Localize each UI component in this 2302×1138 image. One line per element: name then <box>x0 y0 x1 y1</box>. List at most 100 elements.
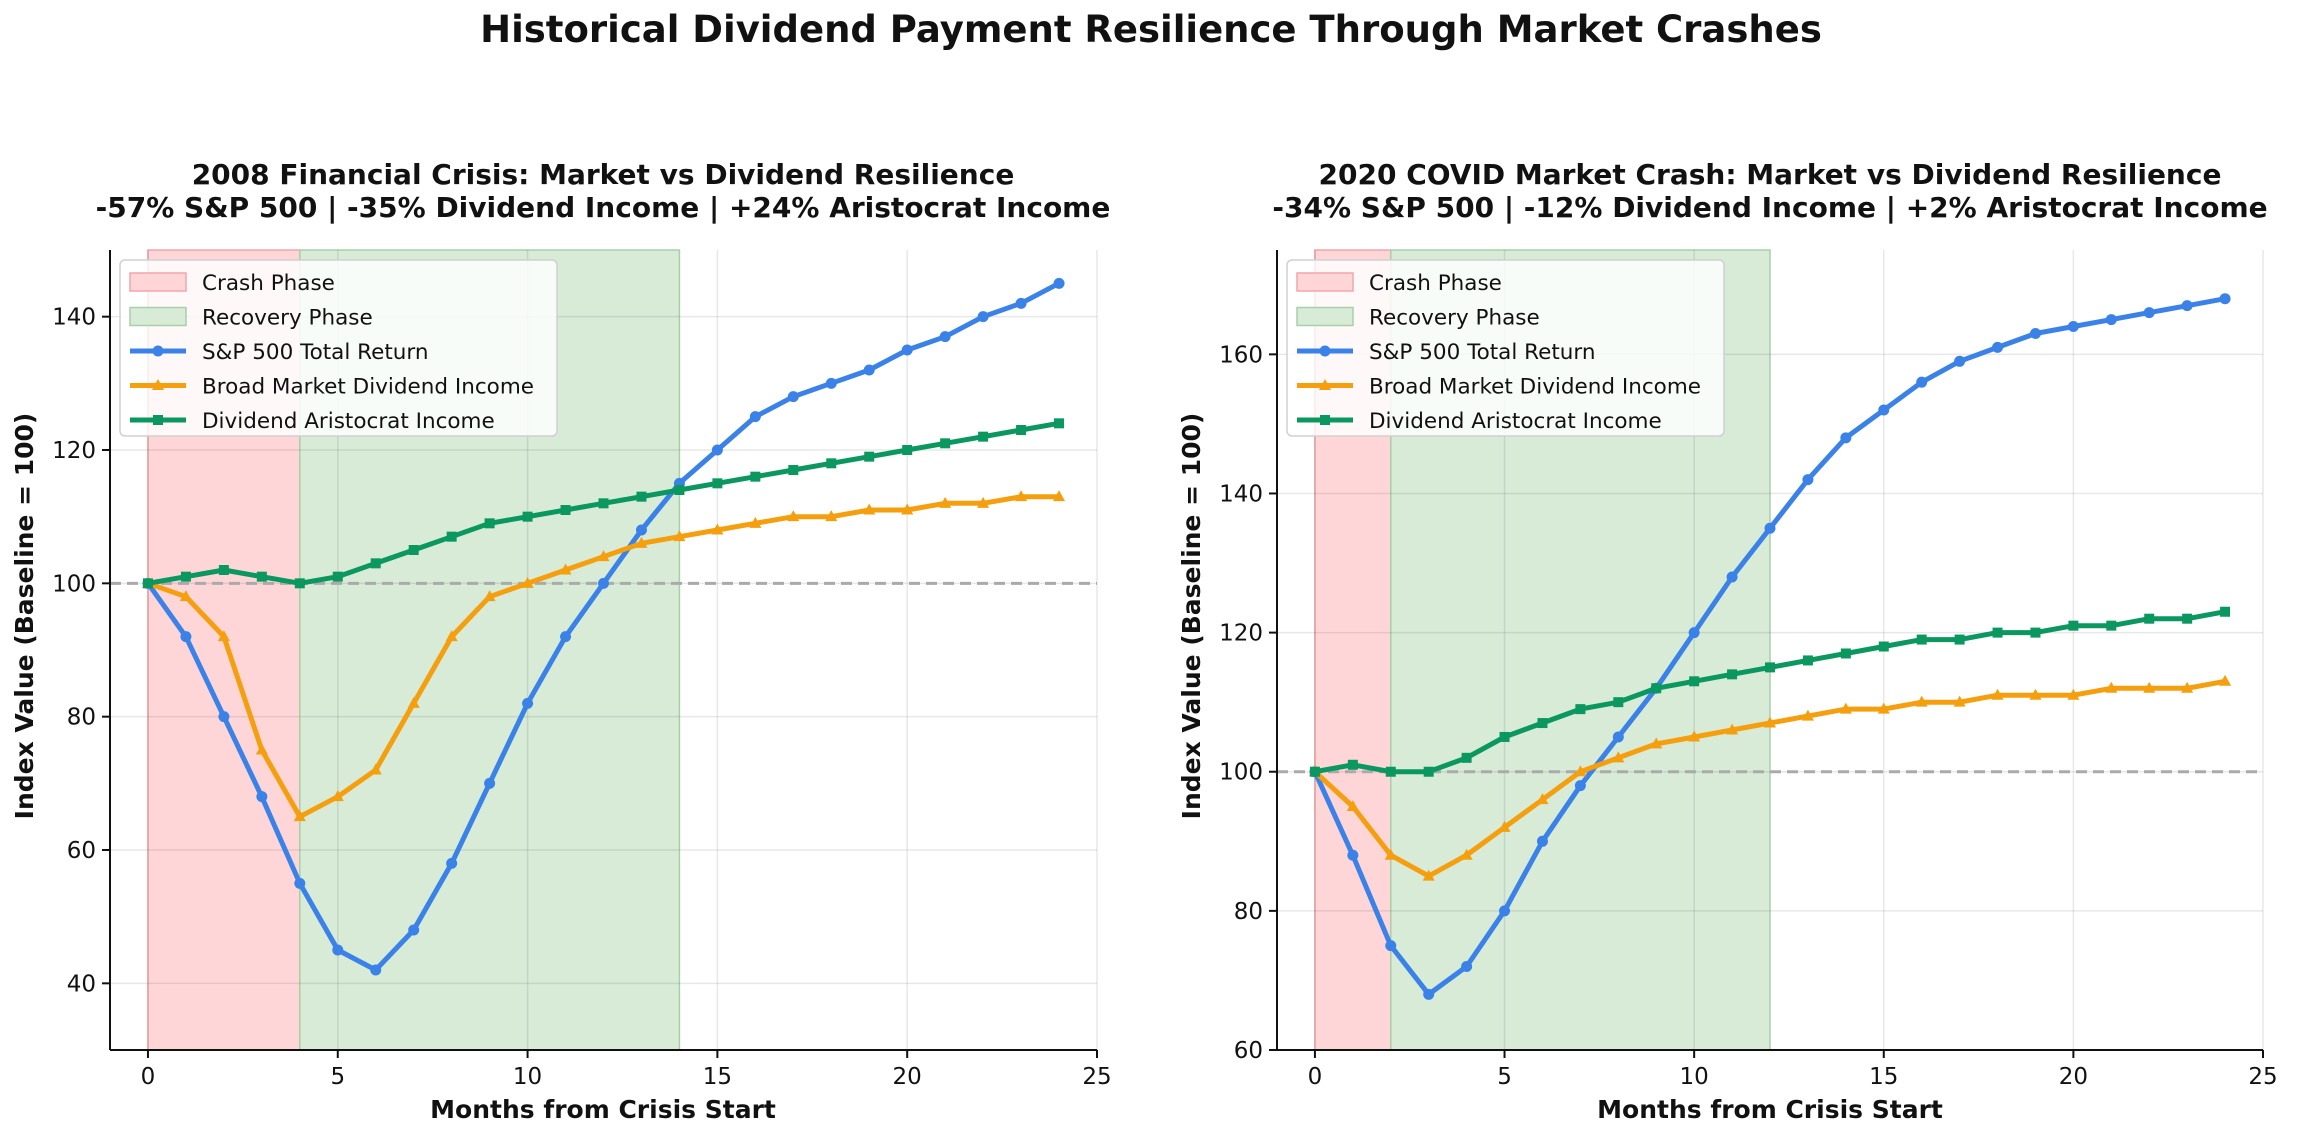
data-point-sp500 <box>863 364 875 376</box>
data-point-aristocrat <box>218 565 229 575</box>
data-point-sp500 <box>2067 321 2079 333</box>
x-tick-label: 10 <box>513 1064 542 1090</box>
data-point-aristocrat <box>978 431 989 442</box>
data-point-broad <box>1346 800 1359 812</box>
data-point-sp500 <box>2143 307 2155 319</box>
x-tick-label: 10 <box>1680 1064 1709 1090</box>
data-point-broad <box>939 496 952 508</box>
data-point-sp500 <box>1688 627 1700 639</box>
legend-2008: Crash Phase Recovery Phase S&P 500 Total R… <box>119 259 558 437</box>
x-tick-label: 5 <box>1497 1064 1512 1090</box>
data-point-sp500 <box>1878 404 1890 416</box>
data-point-sp500 <box>1992 341 2004 353</box>
y-tick-label: 140 <box>1219 481 1263 507</box>
data-point-aristocrat <box>1054 418 1065 429</box>
data-point-aristocrat <box>1916 634 1927 645</box>
legend-box <box>1286 259 1725 437</box>
data-point-aristocrat <box>1016 425 1027 435</box>
data-point-sp500 <box>749 411 761 423</box>
y-axis-label-2008: Index Value (Baseline = 100) <box>10 413 39 820</box>
data-point-aristocrat <box>332 571 343 582</box>
data-point-aristocrat <box>560 505 571 515</box>
data-point-sp500 <box>1385 940 1397 952</box>
data-point-broad <box>559 563 572 575</box>
data-point-aristocrat <box>1651 683 1662 694</box>
x-tick-label: 20 <box>893 1064 922 1090</box>
data-point-sp500 <box>484 777 496 789</box>
data-point-broad <box>1015 490 1028 502</box>
data-point-sp500 <box>2181 300 2193 312</box>
y-tick-label: 40 <box>67 971 96 997</box>
data-point-aristocrat <box>2144 613 2155 624</box>
data-point-sp500 <box>294 877 306 889</box>
legend-marker <box>1319 379 1331 390</box>
data-point-sp500 <box>1015 297 1027 309</box>
data-point-aristocrat <box>826 458 837 469</box>
chart-panel-2008: 2008 Financial Crisis: Market vs Dividen… <box>10 158 1112 1124</box>
data-point-broad <box>1991 688 2004 700</box>
data-point-aristocrat <box>1954 634 1965 645</box>
data-point-sp500 <box>1347 849 1359 861</box>
x-tick-label: 5 <box>330 1064 345 1090</box>
data-point-broad <box>255 743 268 755</box>
data-point-broad <box>1498 820 1511 832</box>
legend-label: Dividend Aristocrat Income <box>202 409 495 434</box>
data-point-sp500 <box>522 697 534 709</box>
data-point-aristocrat <box>1347 759 1358 770</box>
legend-label: Recovery Phase <box>1369 306 1540 331</box>
data-point-sp500 <box>1954 355 1966 367</box>
data-point-sp500 <box>711 444 723 456</box>
data-point-sp500 <box>218 711 230 723</box>
legend-marker <box>152 345 164 357</box>
y-tick-label: 160 <box>1219 342 1263 368</box>
data-point-broad <box>179 590 192 602</box>
x-tick-label: 0 <box>141 1064 156 1090</box>
data-point-broad <box>597 550 610 562</box>
legend-swatch <box>129 306 187 327</box>
y-axis-label-2020: Index Value (Baseline = 100) <box>1177 413 1206 820</box>
data-point-sp500 <box>2219 293 2231 305</box>
data-point-aristocrat <box>712 478 723 489</box>
data-point-aristocrat <box>446 531 457 542</box>
data-point-sp500 <box>1612 731 1624 743</box>
legend-box <box>119 259 558 437</box>
data-point-broad <box>1536 793 1549 805</box>
data-point-sp500 <box>1536 835 1548 847</box>
data-point-broad <box>977 496 990 508</box>
data-point-sp500 <box>370 964 382 976</box>
data-point-broad <box>825 510 838 522</box>
y-tick-label: 120 <box>1219 621 1263 647</box>
y-tick-label: 60 <box>1234 1038 1263 1064</box>
data-point-broad <box>1688 730 1701 742</box>
data-point-broad <box>369 763 382 775</box>
legend-label: Crash Phase <box>1369 271 1502 296</box>
chart-panel-2020: 2020 COVID Market Crash: Market vs Divid… <box>1177 158 2278 1124</box>
data-point-aristocrat <box>1802 655 1813 666</box>
data-point-broad <box>2143 681 2156 693</box>
data-point-sp500 <box>2105 314 2117 326</box>
data-point-broad <box>1574 765 1587 777</box>
data-point-sp500 <box>1840 432 1852 444</box>
data-point-aristocrat <box>142 578 153 589</box>
data-point-aristocrat <box>864 451 875 462</box>
data-point-aristocrat <box>674 485 685 495</box>
data-point-sp500 <box>787 391 799 403</box>
data-point-sp500 <box>446 857 458 869</box>
data-point-broad <box>483 590 496 602</box>
data-point-aristocrat <box>1499 731 1510 742</box>
data-point-aristocrat <box>2220 606 2231 617</box>
data-point-sp500 <box>1574 780 1586 792</box>
data-point-aristocrat <box>294 578 305 589</box>
data-point-broad <box>863 503 876 515</box>
data-point-aristocrat <box>1992 627 2003 638</box>
legend-marker <box>1320 415 1330 425</box>
data-point-sp500 <box>1802 474 1814 486</box>
y-tick-label: 100 <box>52 571 96 597</box>
data-point-aristocrat <box>484 518 495 529</box>
chart-title-2020-line2: -34% S&P 500 | -12% Dividend Income | +2… <box>1272 191 2267 224</box>
legend-marker <box>1319 345 1331 357</box>
data-point-broad <box>749 516 762 528</box>
data-point-sp500 <box>408 924 420 936</box>
data-point-sp500 <box>635 524 647 536</box>
